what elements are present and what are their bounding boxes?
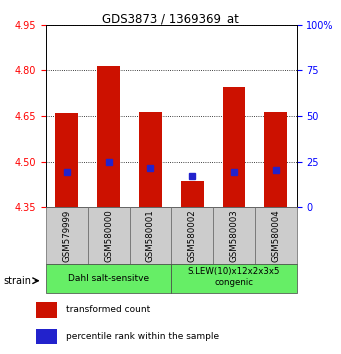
Bar: [88, 207, 130, 264]
Bar: [56, 113, 78, 207]
Text: strain: strain: [3, 276, 31, 286]
Text: GSM579999: GSM579999: [62, 209, 71, 262]
Bar: [172, 264, 297, 293]
Bar: [139, 112, 162, 207]
Text: GSM580000: GSM580000: [104, 209, 113, 262]
Text: GSM580004: GSM580004: [271, 209, 280, 262]
Bar: [46, 207, 88, 264]
Text: GSM580003: GSM580003: [229, 209, 238, 262]
Text: GSM580001: GSM580001: [146, 209, 155, 262]
Text: GDS3873 / 1369369_at: GDS3873 / 1369369_at: [102, 12, 239, 25]
Text: GSM580002: GSM580002: [188, 209, 197, 262]
Bar: [36, 302, 57, 318]
Text: percentile rank within the sample: percentile rank within the sample: [66, 332, 219, 341]
Bar: [36, 329, 57, 344]
Text: S.LEW(10)x12x2x3x5
congenic: S.LEW(10)x12x2x3x5 congenic: [188, 267, 280, 287]
Bar: [97, 66, 120, 207]
Bar: [130, 207, 171, 264]
Bar: [46, 264, 171, 293]
Bar: [172, 207, 213, 264]
Bar: [223, 87, 246, 207]
Text: transformed count: transformed count: [66, 306, 150, 314]
Text: Dahl salt-sensitve: Dahl salt-sensitve: [68, 274, 149, 283]
Bar: [255, 207, 297, 264]
Bar: [264, 112, 287, 207]
Bar: [181, 181, 204, 207]
Bar: [213, 207, 255, 264]
